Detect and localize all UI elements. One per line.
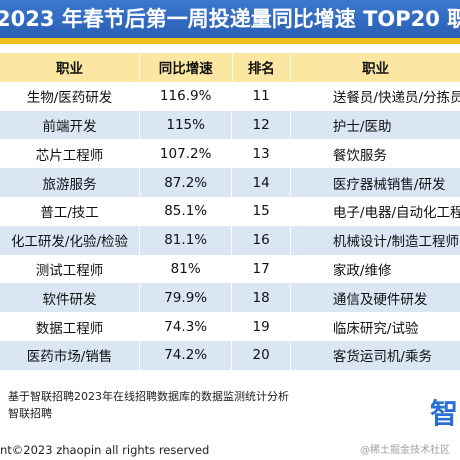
growth-cell: 107.2% bbox=[140, 139, 233, 169]
job-cell: 餐饮服务 bbox=[290, 139, 460, 169]
table-row: 前端开发 115% 12 护士/医助 bbox=[0, 110, 460, 140]
job-cell: 测试工程师 bbox=[0, 254, 140, 284]
footnote-source: 基于智联招聘2023年在线招聘数据库的数据监测统计分析 bbox=[8, 390, 289, 403]
job-cell: 软件研发 bbox=[0, 283, 140, 313]
growth-cell: 74.3% bbox=[140, 312, 233, 341]
rank-cell: 17 bbox=[232, 254, 291, 284]
job-cell: 数据工程师 bbox=[0, 312, 140, 341]
table-row: 化工研发/化验/检验 81.1% 16 机械设计/制造工程师 bbox=[0, 225, 460, 255]
job-cell: 通信及硬件研发 bbox=[290, 283, 460, 313]
growth-cell: 87.2% bbox=[140, 168, 233, 197]
growth-cell: 79.9% bbox=[140, 283, 233, 313]
job-cell: 前端开发 bbox=[0, 110, 140, 140]
job-cell: 送餐员/快递员/分拣员 bbox=[290, 81, 460, 111]
job-cell: 生物/医药研发 bbox=[0, 81, 140, 111]
zhaopin-logo-icon: 智 bbox=[430, 397, 459, 430]
table-row: 数据工程师 74.3% 19 临床研究/试验 bbox=[0, 312, 460, 341]
job-cell: 家政/维修 bbox=[290, 254, 460, 284]
header-growth: 同比增速 bbox=[140, 53, 233, 82]
rank-cell: 19 bbox=[232, 312, 291, 341]
header-job-b: 职业 bbox=[291, 53, 460, 82]
growth-cell: 85.1% bbox=[140, 196, 233, 226]
rank-cell: 18 bbox=[232, 283, 291, 313]
copyright: nt©2023 zhaopin all rights reserved bbox=[0, 443, 210, 457]
rank-cell: 16 bbox=[232, 225, 291, 255]
rank-cell: 15 bbox=[232, 196, 291, 226]
growth-cell: 74.2% bbox=[140, 340, 233, 370]
header-job-a: 职业 bbox=[0, 53, 141, 82]
rank-cell: 11 bbox=[232, 81, 291, 111]
table-header-row: 职业 同比增速 排名 职业 bbox=[0, 53, 460, 82]
header-rank: 排名 bbox=[232, 53, 292, 82]
title-underline bbox=[0, 38, 460, 44]
job-cell: 化工研发/化验/检验 bbox=[0, 225, 140, 255]
job-cell: 旅游服务 bbox=[0, 168, 140, 197]
job-cell: 电子/电器/自动化工程师 bbox=[290, 196, 460, 226]
growth-cell: 115% bbox=[140, 110, 233, 140]
table-row: 测试工程师 81% 17 家政/维修 bbox=[0, 254, 460, 284]
job-cell: 临床研究/试验 bbox=[290, 312, 460, 341]
growth-cell: 81% bbox=[140, 254, 233, 284]
footnote-brand: 智联招聘 bbox=[8, 407, 52, 420]
job-cell: 客货运司机/乘务 bbox=[290, 340, 460, 370]
page-title: 2023 年春节后第一周投递量同比增速 TOP20 职业 bbox=[0, 0, 460, 38]
table-row: 医药市场/销售 74.2% 20 客货运司机/乘务 bbox=[0, 340, 460, 370]
job-cell: 机械设计/制造工程师 bbox=[290, 225, 460, 255]
growth-cell: 81.1% bbox=[140, 225, 233, 255]
footnote: 基于智联招聘2023年在线招聘数据库的数据监测统计分析 智联招聘 bbox=[0, 388, 410, 438]
rank-cell: 20 bbox=[232, 340, 291, 370]
table-row: 芯片工程师 107.2% 13 餐饮服务 bbox=[0, 139, 460, 169]
job-cell: 芯片工程师 bbox=[0, 139, 140, 169]
growth-cell: 116.9% bbox=[140, 81, 233, 111]
job-cell: 医药市场/销售 bbox=[0, 340, 140, 370]
table-row: 旅游服务 87.2% 14 医疗器械销售/研发 bbox=[0, 168, 460, 197]
rank-cell: 12 bbox=[232, 110, 291, 140]
rank-cell: 13 bbox=[232, 139, 291, 169]
ranking-table: 职业 同比增速 排名 职业 生物/医药研发 116.9% 11 送餐员/快递员/分拣员… bbox=[0, 53, 460, 370]
job-cell: 普工/技工 bbox=[0, 196, 140, 226]
job-cell: 护士/医助 bbox=[290, 110, 460, 140]
watermark: @稀土掘金技术社区 bbox=[360, 445, 450, 456]
table-row: 软件研发 79.9% 18 通信及硬件研发 bbox=[0, 283, 460, 313]
job-cell: 医疗器械销售/研发 bbox=[290, 168, 460, 197]
rank-cell: 14 bbox=[232, 168, 291, 197]
table-row: 生物/医药研发 116.9% 11 送餐员/快递员/分拣员 bbox=[0, 81, 460, 111]
